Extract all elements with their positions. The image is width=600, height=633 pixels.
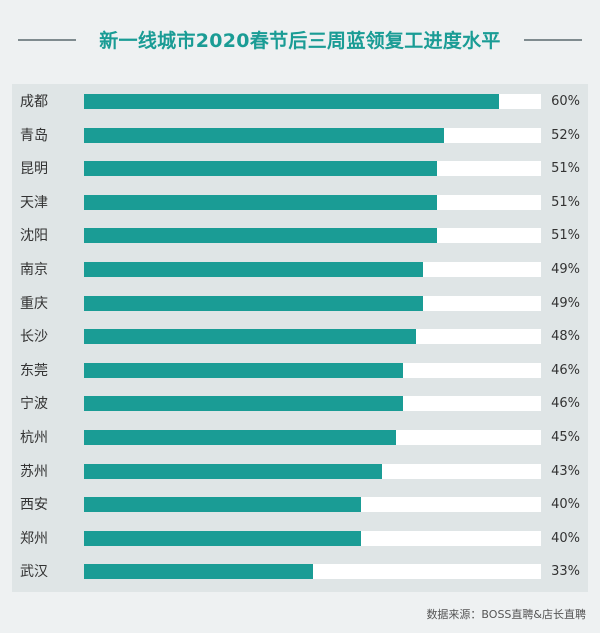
header-rule-left — [18, 39, 76, 41]
value-label: 60% — [551, 94, 580, 109]
category-label: 杭州 — [20, 430, 48, 446]
category-label: 昆明 — [20, 161, 48, 178]
bar-track — [84, 161, 541, 177]
category-label: 青岛 — [20, 127, 48, 144]
bar — [84, 127, 444, 143]
bar — [84, 530, 361, 546]
category-label: 武汉 — [20, 564, 48, 581]
bar-track — [84, 194, 541, 210]
bar — [84, 396, 403, 412]
value-label: 43% — [551, 463, 580, 479]
header-rule-right — [524, 39, 582, 41]
category-label: 长沙 — [20, 329, 48, 346]
bar-track — [84, 262, 541, 277]
bar-row: 武汉 33% — [12, 558, 588, 586]
value-label: 46% — [551, 362, 580, 378]
bar — [84, 564, 313, 580]
bar-track — [84, 463, 541, 479]
category-label: 成都 — [20, 94, 48, 110]
bar-track — [84, 127, 541, 143]
value-label: 51% — [551, 161, 580, 177]
value-label: 40% — [551, 497, 580, 513]
bar-row: 青岛 52% — [12, 122, 588, 150]
category-label: 天津 — [20, 194, 48, 211]
bar-row: 昆明 51% — [12, 155, 588, 183]
category-label: 重庆 — [20, 295, 48, 312]
category-label: 南京 — [20, 262, 48, 278]
value-label: 49% — [551, 262, 580, 277]
bar — [84, 362, 403, 378]
bar-row: 郑州 40% — [12, 525, 588, 553]
bar — [84, 262, 423, 277]
bar-track — [84, 295, 541, 311]
category-label: 西安 — [20, 497, 48, 514]
value-label: 48% — [551, 329, 580, 345]
bar — [84, 497, 361, 513]
bar — [84, 228, 437, 244]
bar-track — [84, 94, 541, 109]
bar — [84, 194, 437, 210]
bar-row: 成都 60% — [12, 88, 588, 116]
bar-track — [84, 497, 541, 513]
bar-row: 南京 49% — [12, 256, 588, 284]
bar — [84, 94, 499, 109]
bar — [84, 430, 396, 445]
category-label: 宁波 — [20, 396, 48, 413]
category-label: 苏州 — [20, 463, 48, 480]
bar-track — [84, 564, 541, 580]
bar-row: 重庆 49% — [12, 290, 588, 318]
bar — [84, 295, 423, 311]
value-label: 49% — [551, 295, 580, 311]
bar-row: 长沙 48% — [12, 323, 588, 351]
bar-track — [84, 396, 541, 412]
chart-title: 新一线城市2020春节后三周蓝领复工进度水平 — [99, 30, 501, 52]
bar-row: 杭州 45% — [12, 424, 588, 452]
bar-track — [84, 362, 541, 378]
value-label: 46% — [551, 396, 580, 412]
bar-track — [84, 430, 541, 445]
bar-row: 西安 40% — [12, 491, 588, 519]
bar-track — [84, 530, 541, 546]
bar-row: 苏州 43% — [12, 458, 588, 486]
bar — [84, 463, 382, 479]
value-label: 51% — [551, 194, 580, 210]
chart-header: 新一线城市2020春节后三周蓝领复工进度水平 — [0, 24, 600, 54]
bar-row: 宁波 46% — [12, 390, 588, 418]
bar-track — [84, 228, 541, 244]
category-label: 沈阳 — [20, 228, 48, 245]
source-note: 数据来源：BOSS直聘&店长直聘 — [426, 608, 586, 621]
bar-track — [84, 329, 541, 345]
value-label: 40% — [551, 530, 580, 546]
bar — [84, 161, 437, 177]
bar — [84, 329, 416, 345]
value-label: 45% — [551, 430, 580, 445]
bar-row: 沈阳 51% — [12, 222, 588, 250]
category-label: 东莞 — [20, 362, 48, 379]
bar-row: 天津 51% — [12, 189, 588, 217]
value-label: 33% — [551, 564, 580, 580]
category-label: 郑州 — [20, 530, 48, 547]
bar-row: 东莞 46% — [12, 357, 588, 385]
value-label: 51% — [551, 228, 580, 244]
value-label: 52% — [551, 127, 580, 143]
chart-panel: 成都 60% 青岛 52% 昆明 51% 天津 51% 沈阳 51% 南京 49% 重庆 49% 长沙 48%… — [12, 84, 588, 592]
